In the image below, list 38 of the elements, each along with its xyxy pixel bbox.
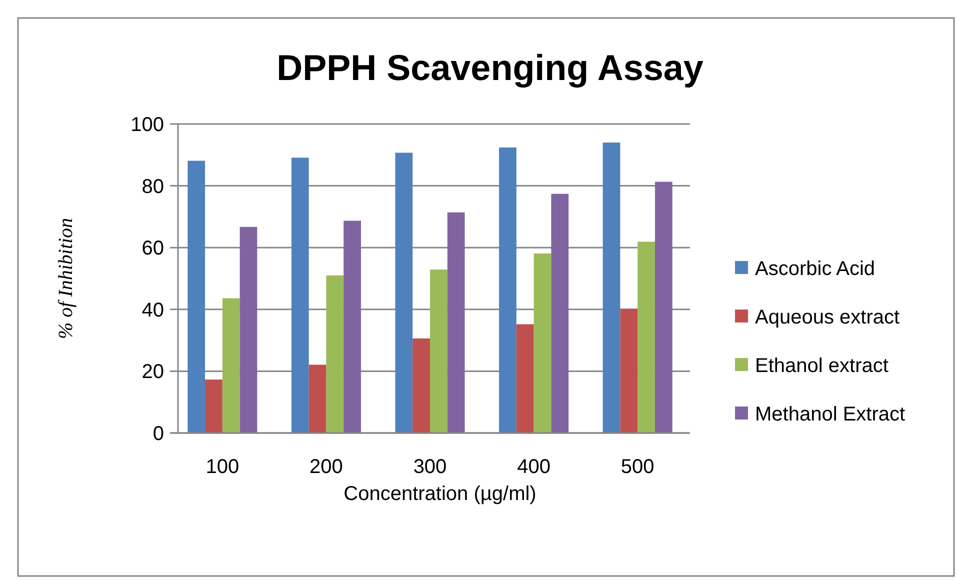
x-tick-label: 500 — [620, 456, 654, 478]
bar — [395, 152, 413, 433]
legend-label: Aqueous extract — [755, 306, 900, 328]
legend-label: Methanol Extract — [755, 404, 906, 426]
legend-label: Ascorbic Acid — [755, 258, 876, 280]
bar — [638, 242, 655, 433]
bar — [205, 380, 222, 433]
bar — [430, 270, 448, 433]
x-tick-label: 200 — [310, 456, 343, 478]
y-tick-label: 60 — [142, 238, 164, 260]
y-axis-title: % of Inhibition — [55, 218, 77, 340]
bar — [291, 158, 309, 433]
bar — [602, 142, 620, 433]
y-tick-label: 20 — [142, 361, 164, 384]
bar — [620, 308, 638, 433]
y-tick-label: 40 — [142, 299, 164, 322]
x-tick-label: 400 — [517, 456, 550, 478]
bar — [188, 160, 206, 433]
x-tick-label: 300 — [413, 456, 447, 478]
x-tick-label: 100 — [206, 456, 240, 478]
bar — [499, 147, 516, 433]
bar — [308, 364, 326, 433]
legend-label: Ethanol extract — [755, 355, 889, 377]
bar — [240, 226, 258, 433]
bar — [447, 212, 465, 433]
bar — [412, 338, 430, 433]
bar — [326, 275, 344, 433]
bar — [654, 182, 672, 433]
bar — [551, 194, 569, 433]
bar — [534, 253, 552, 433]
bar — [516, 324, 534, 433]
chart-title: DPPH Scavenging Assay — [276, 47, 704, 88]
bar — [222, 298, 240, 433]
bar — [344, 220, 361, 433]
y-tick-label: 80 — [142, 176, 164, 198]
x-axis-title: Concentration (µg/ml) — [344, 483, 536, 505]
y-tick-label: 0 — [152, 423, 164, 445]
y-tick-label: 100 — [130, 114, 164, 136]
